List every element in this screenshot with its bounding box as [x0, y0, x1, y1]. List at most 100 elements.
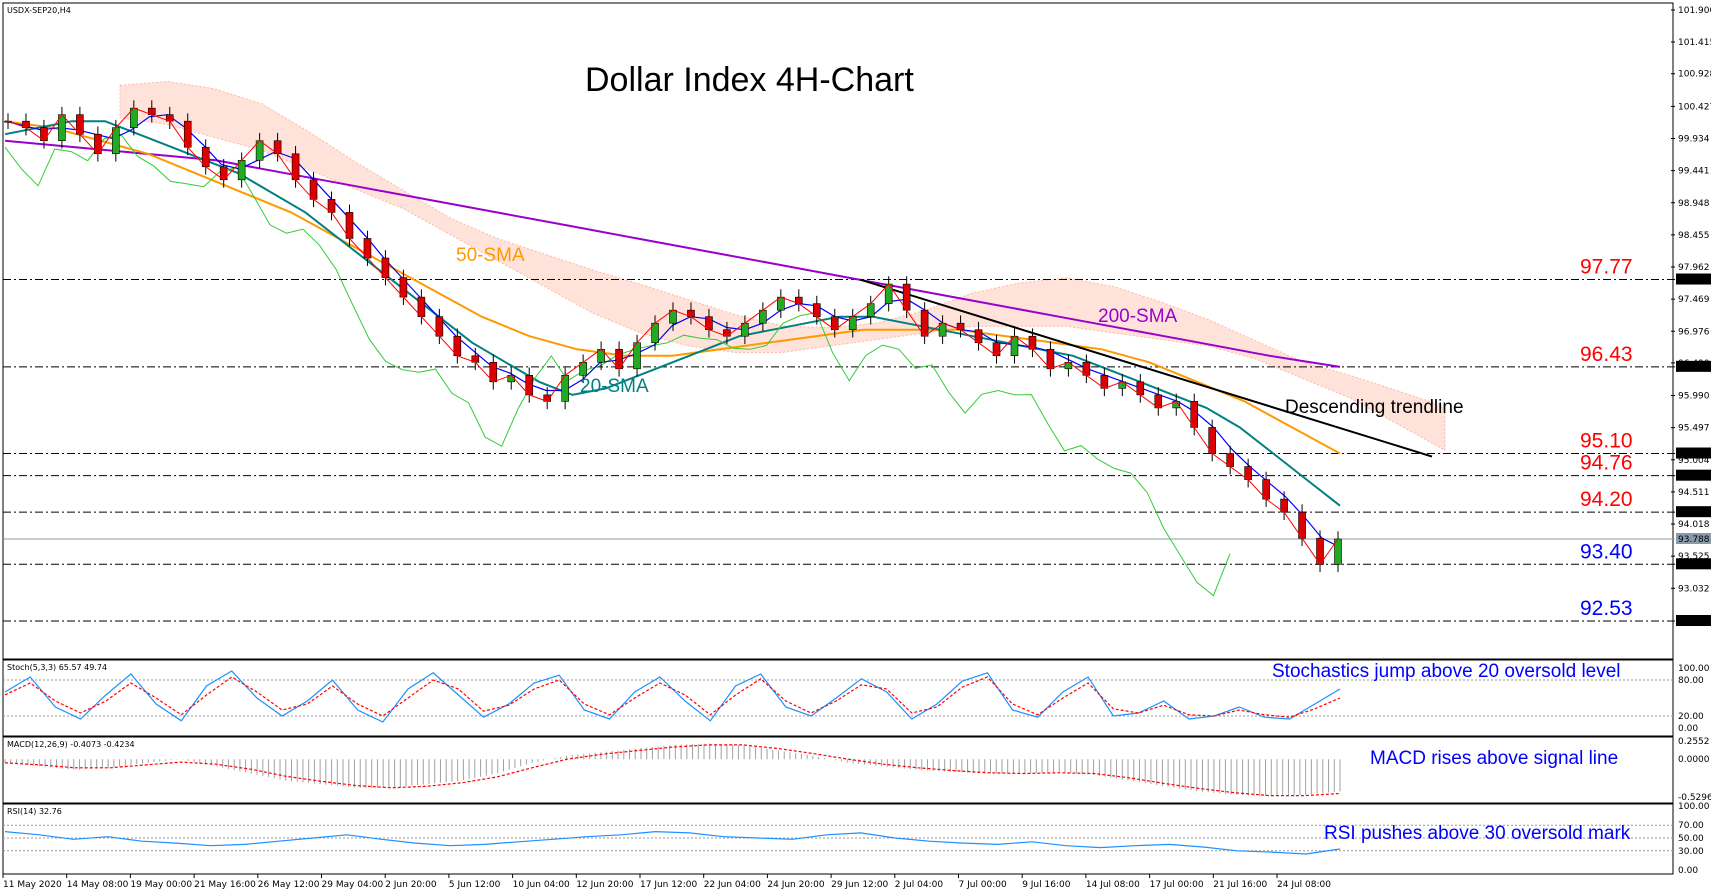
rsi-tick-label: 50.00	[1678, 834, 1704, 844]
y-tick-label: 95.497	[1678, 424, 1710, 434]
stoch-tick-label: 0.00	[1678, 724, 1698, 734]
rsi-tick-label: 70.00	[1678, 821, 1704, 831]
level-tag: 94.202	[1678, 508, 1710, 518]
rsi-label: RSI(14) 32.76	[7, 807, 62, 816]
y-tick-label: 96.490	[1678, 359, 1710, 369]
level-tag: 97.770	[1678, 276, 1710, 286]
x-tick-label: 29 Jun 12:00	[831, 880, 888, 890]
y-tick-label: 96.976	[1678, 327, 1710, 337]
x-tick-label: 24 Jul 08:00	[1277, 880, 1331, 890]
y-tick-label: 95.990	[1678, 392, 1710, 402]
level-label: 93.40	[1580, 540, 1633, 563]
chart-title: Dollar Index 4H-Chart	[585, 61, 914, 99]
rsi-line	[4, 830, 1341, 855]
y-tick-label: 98.455	[1678, 231, 1710, 241]
x-tick-label: 14 Jul 08:00	[1086, 880, 1140, 890]
x-tick-label: 19 May 00:00	[130, 880, 192, 890]
macd-annotation: MACD rises above signal line	[1370, 748, 1618, 769]
current-price-tag: 93.788	[1678, 535, 1710, 545]
x-tick-label: 2 Jun 20:00	[385, 880, 437, 890]
x-tick-label: 17 Jun 12:00	[640, 880, 697, 890]
stoch-tick-label: 100.00	[1678, 664, 1710, 674]
y-tick-label: 101.906	[1678, 6, 1711, 16]
x-tick-label: 26 May 12:00	[258, 880, 320, 890]
x-tick-label: 21 Jul 16:00	[1213, 880, 1267, 890]
macd-tick-label: -0.5296	[1678, 793, 1711, 803]
level-label: 94.20	[1580, 488, 1633, 511]
current-price-tag-bg	[1676, 533, 1711, 545]
y-tick-label: 100.427	[1678, 102, 1711, 112]
level-tag-bg	[1676, 360, 1711, 372]
price-close-line	[7, 107, 1339, 566]
x-tick-label: 24 Jun 20:00	[767, 880, 824, 890]
y-tick-label: 101.415	[1678, 38, 1711, 48]
descending-trendline	[859, 278, 1433, 458]
level-tag: 96.430	[1678, 363, 1710, 373]
sma50-line	[4, 120, 1341, 455]
x-tick-label: 7 Jul 00:00	[959, 880, 1008, 890]
symbol-label: USDX-SEP20,H4	[7, 6, 71, 15]
stoch-k-line	[4, 670, 1341, 723]
level-label: 95.10	[1580, 430, 1633, 453]
y-tick-label: 97.469	[1678, 295, 1710, 305]
rsi-annotation: RSI pushes above 30 oversold mark	[1324, 823, 1631, 844]
cloud-area	[119, 80, 1446, 452]
level-label: 94.76	[1580, 452, 1633, 475]
x-tick-label: 9 Jul 16:00	[1022, 880, 1071, 890]
x-tick-label: 29 May 04:00	[322, 880, 384, 890]
y-tick-label: 97.962	[1678, 263, 1710, 273]
stoch-annotation: Stochastics jump above 20 oversold level	[1272, 661, 1621, 682]
support-resistance-levels: 97.77 97.770 96.43 96.430 95.10 95.100 94.76 94…	[3, 256, 1711, 627]
macd-signal-line	[4, 744, 1341, 797]
x-tick-label: 11 May 2020	[3, 880, 62, 890]
rsi-tick-label: 30.00	[1678, 847, 1704, 857]
y-tick-label: 95.004	[1678, 456, 1710, 466]
macd-panel-frame	[2, 736, 1674, 804]
x-tick-label: 12 Jun 20:00	[576, 880, 633, 890]
ichimoku-cloud	[119, 80, 1446, 452]
level-tag-bg	[1676, 558, 1711, 570]
x-tick-label: 17 Jul 00:00	[1150, 880, 1204, 890]
y-axis-ticks: 101.906 101.415 100.928 100.427 99.934 99.441…	[1671, 6, 1711, 594]
sma200-label: 200-SMA	[1098, 306, 1178, 327]
macd-tick-label: 0.2552	[1678, 737, 1710, 747]
sma20-label: 20-SMA	[580, 376, 649, 397]
rsi-indicator: 100.00 70.00 50.00 30.00 0.00	[3, 802, 1710, 876]
level-tag-bg	[1676, 506, 1711, 518]
x-tick-label: 10 Jun 04:00	[513, 880, 570, 890]
stoch-tick-label: 80.00	[1678, 676, 1704, 686]
level-tag: 94.767	[1678, 472, 1710, 482]
rsi-tick-label: 0.00	[1678, 866, 1698, 876]
x-tick-label: 22 Jun 04:00	[704, 880, 761, 890]
level-tag-bg	[1676, 447, 1711, 459]
level-tag: 93.400	[1678, 560, 1710, 570]
rsi-tick-label: 100.00	[1678, 802, 1710, 812]
price-series	[4, 100, 1342, 573]
level-tag-bg	[1676, 615, 1711, 626]
macd-indicator: 0.2552 0.0000 -0.5296	[4, 737, 1711, 803]
stoch-tick-label: 20.00	[1678, 712, 1704, 722]
stoch-panel-frame	[2, 659, 1674, 737]
level-label: 92.53	[1580, 597, 1633, 620]
stoch-d-line	[4, 676, 1341, 718]
y-tick-label: 94.018	[1678, 520, 1710, 530]
stochastic-oscillator: 100.00 80.00 20.00 0.00	[3, 664, 1710, 734]
level-tag-bg	[1676, 469, 1711, 481]
y-tick-label: 99.441	[1678, 167, 1710, 177]
level-label: 97.77	[1580, 256, 1633, 279]
x-tick-label: 21 May 16:00	[194, 880, 256, 890]
level-tag-bg	[1676, 273, 1711, 285]
level-tag: 95.100	[1678, 450, 1710, 460]
y-tick-label: 93.032	[1678, 584, 1710, 594]
stoch-label: Stoch(5,3,3) 65.57 49.74	[7, 663, 107, 672]
macd-label: MACD(12,26,9) -0.4073 -0.4234	[7, 740, 135, 749]
y-tick-label: 94.511	[1678, 488, 1710, 498]
x-tick-label: 5 Jun 12:00	[449, 880, 501, 890]
rsi-panel-frame	[2, 803, 1674, 875]
trendline-label: Descending trendline	[1285, 397, 1464, 418]
indicator-lines	[4, 114, 1433, 597]
level-tag: 92.530	[1678, 617, 1710, 627]
y-tick-label: 99.934	[1678, 135, 1710, 145]
sma200-line	[4, 139, 1341, 368]
sma20-line	[4, 120, 1341, 507]
